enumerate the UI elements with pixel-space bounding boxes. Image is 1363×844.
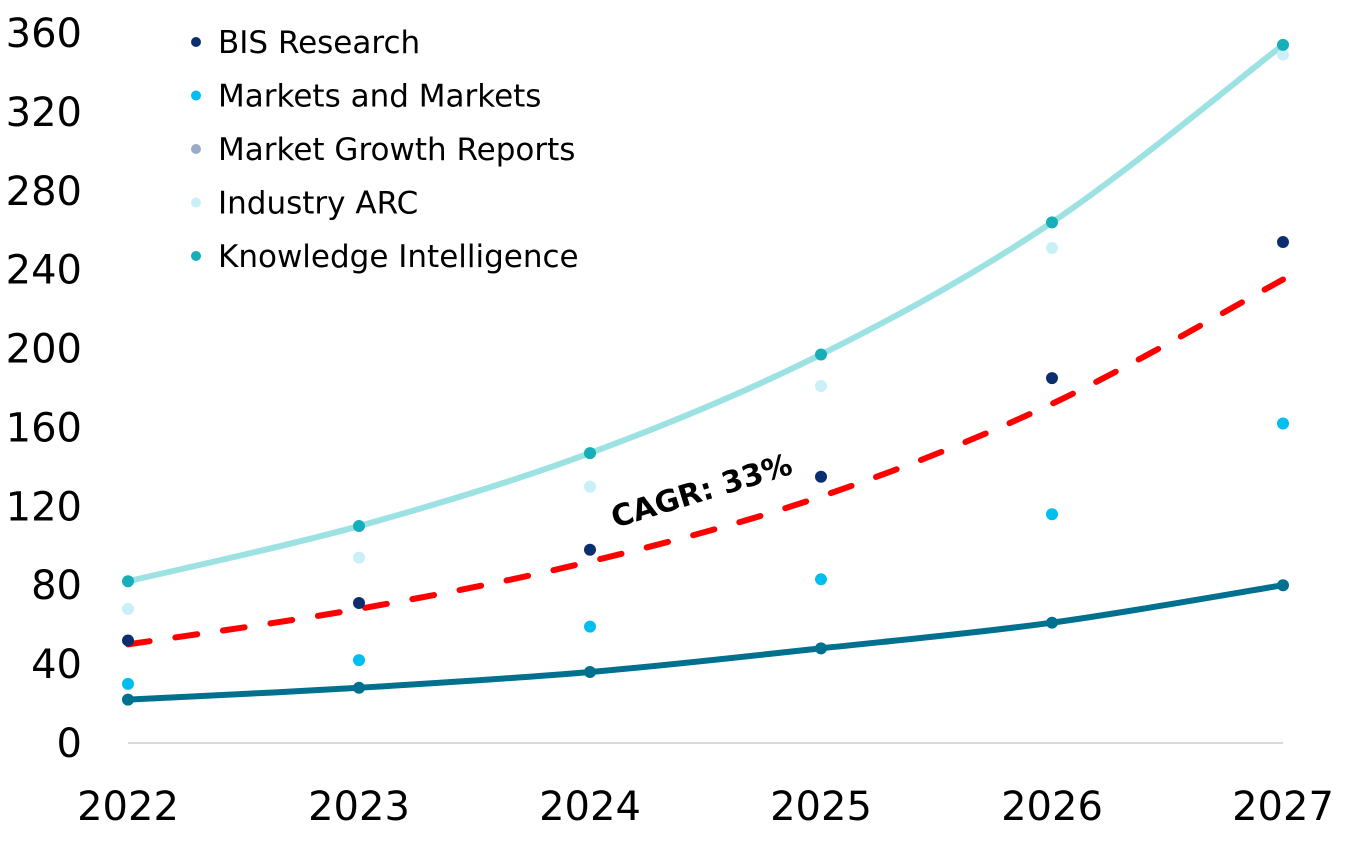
y-tick-label: 360 — [6, 11, 82, 57]
x-axis-ticks: 2022 2023 2024 2025 2026 2027 — [77, 784, 1334, 830]
legend-label: Market Growth Reports — [218, 132, 575, 168]
y-tick-label: 120 — [6, 484, 82, 530]
cagr-trend-line — [125, 276, 1286, 648]
data-point — [122, 693, 134, 706]
y-axis-ticks: 0 40 80 120 160 200 240 280 320 360 — [6, 11, 82, 767]
legend-label: Industry ARC — [218, 186, 418, 222]
cagr-annotation: CAGR: 33% — [607, 447, 796, 535]
data-point — [815, 348, 827, 361]
x-tick-label: 2027 — [1232, 784, 1334, 830]
data-point — [353, 520, 365, 533]
data-point — [353, 551, 365, 564]
data-point — [353, 681, 365, 694]
lower-curve-line — [125, 582, 1286, 703]
legend: BIS Research Markets and Markets Market Gr… — [191, 25, 579, 275]
x-tick-label: 2026 — [1001, 784, 1103, 830]
legend-marker — [191, 37, 201, 47]
data-point — [122, 677, 134, 690]
y-tick-label: 40 — [31, 642, 82, 688]
data-point — [584, 620, 596, 633]
data-point — [584, 480, 596, 493]
legend-marker — [191, 251, 201, 261]
x-tick-label: 2023 — [308, 784, 410, 830]
y-tick-label: 200 — [6, 327, 82, 373]
data-point — [815, 573, 827, 586]
data-point — [815, 380, 827, 393]
data-point — [353, 596, 365, 609]
data-point — [122, 634, 134, 647]
data-point — [1046, 216, 1058, 229]
y-tick-label: 0 — [57, 721, 82, 767]
legend-marker — [191, 197, 201, 208]
data-point — [1046, 508, 1058, 521]
data-point — [815, 642, 827, 655]
data-points — [122, 38, 1289, 706]
legend-marker — [191, 90, 201, 101]
legend-marker — [191, 144, 201, 154]
y-tick-label: 280 — [6, 169, 82, 215]
legend-label: Markets and Markets — [218, 79, 541, 115]
data-point — [353, 654, 365, 667]
x-tick-label: 2022 — [77, 784, 179, 830]
y-tick-label: 160 — [6, 405, 82, 451]
data-point — [122, 575, 134, 588]
x-tick-label: 2025 — [770, 784, 872, 830]
y-tick-label: 80 — [31, 563, 82, 609]
data-point — [1277, 38, 1289, 51]
data-point — [1277, 48, 1289, 61]
data-point — [1046, 372, 1058, 385]
data-point — [815, 470, 827, 483]
data-point — [1277, 417, 1289, 430]
data-point — [1277, 236, 1289, 249]
data-point — [1277, 579, 1289, 592]
upper-curve-line — [125, 41, 1286, 585]
data-point — [1046, 616, 1058, 629]
data-point — [122, 602, 134, 615]
legend-label: Knowledge Intelligence — [218, 239, 579, 275]
data-point — [584, 447, 596, 460]
x-tick-label: 2024 — [539, 784, 641, 830]
y-tick-label: 320 — [6, 90, 82, 136]
series-lines — [125, 41, 1286, 703]
legend-label: BIS Research — [218, 25, 420, 61]
data-point — [1046, 241, 1058, 254]
data-point — [584, 543, 596, 556]
y-tick-label: 240 — [6, 248, 82, 294]
data-point — [584, 666, 596, 678]
